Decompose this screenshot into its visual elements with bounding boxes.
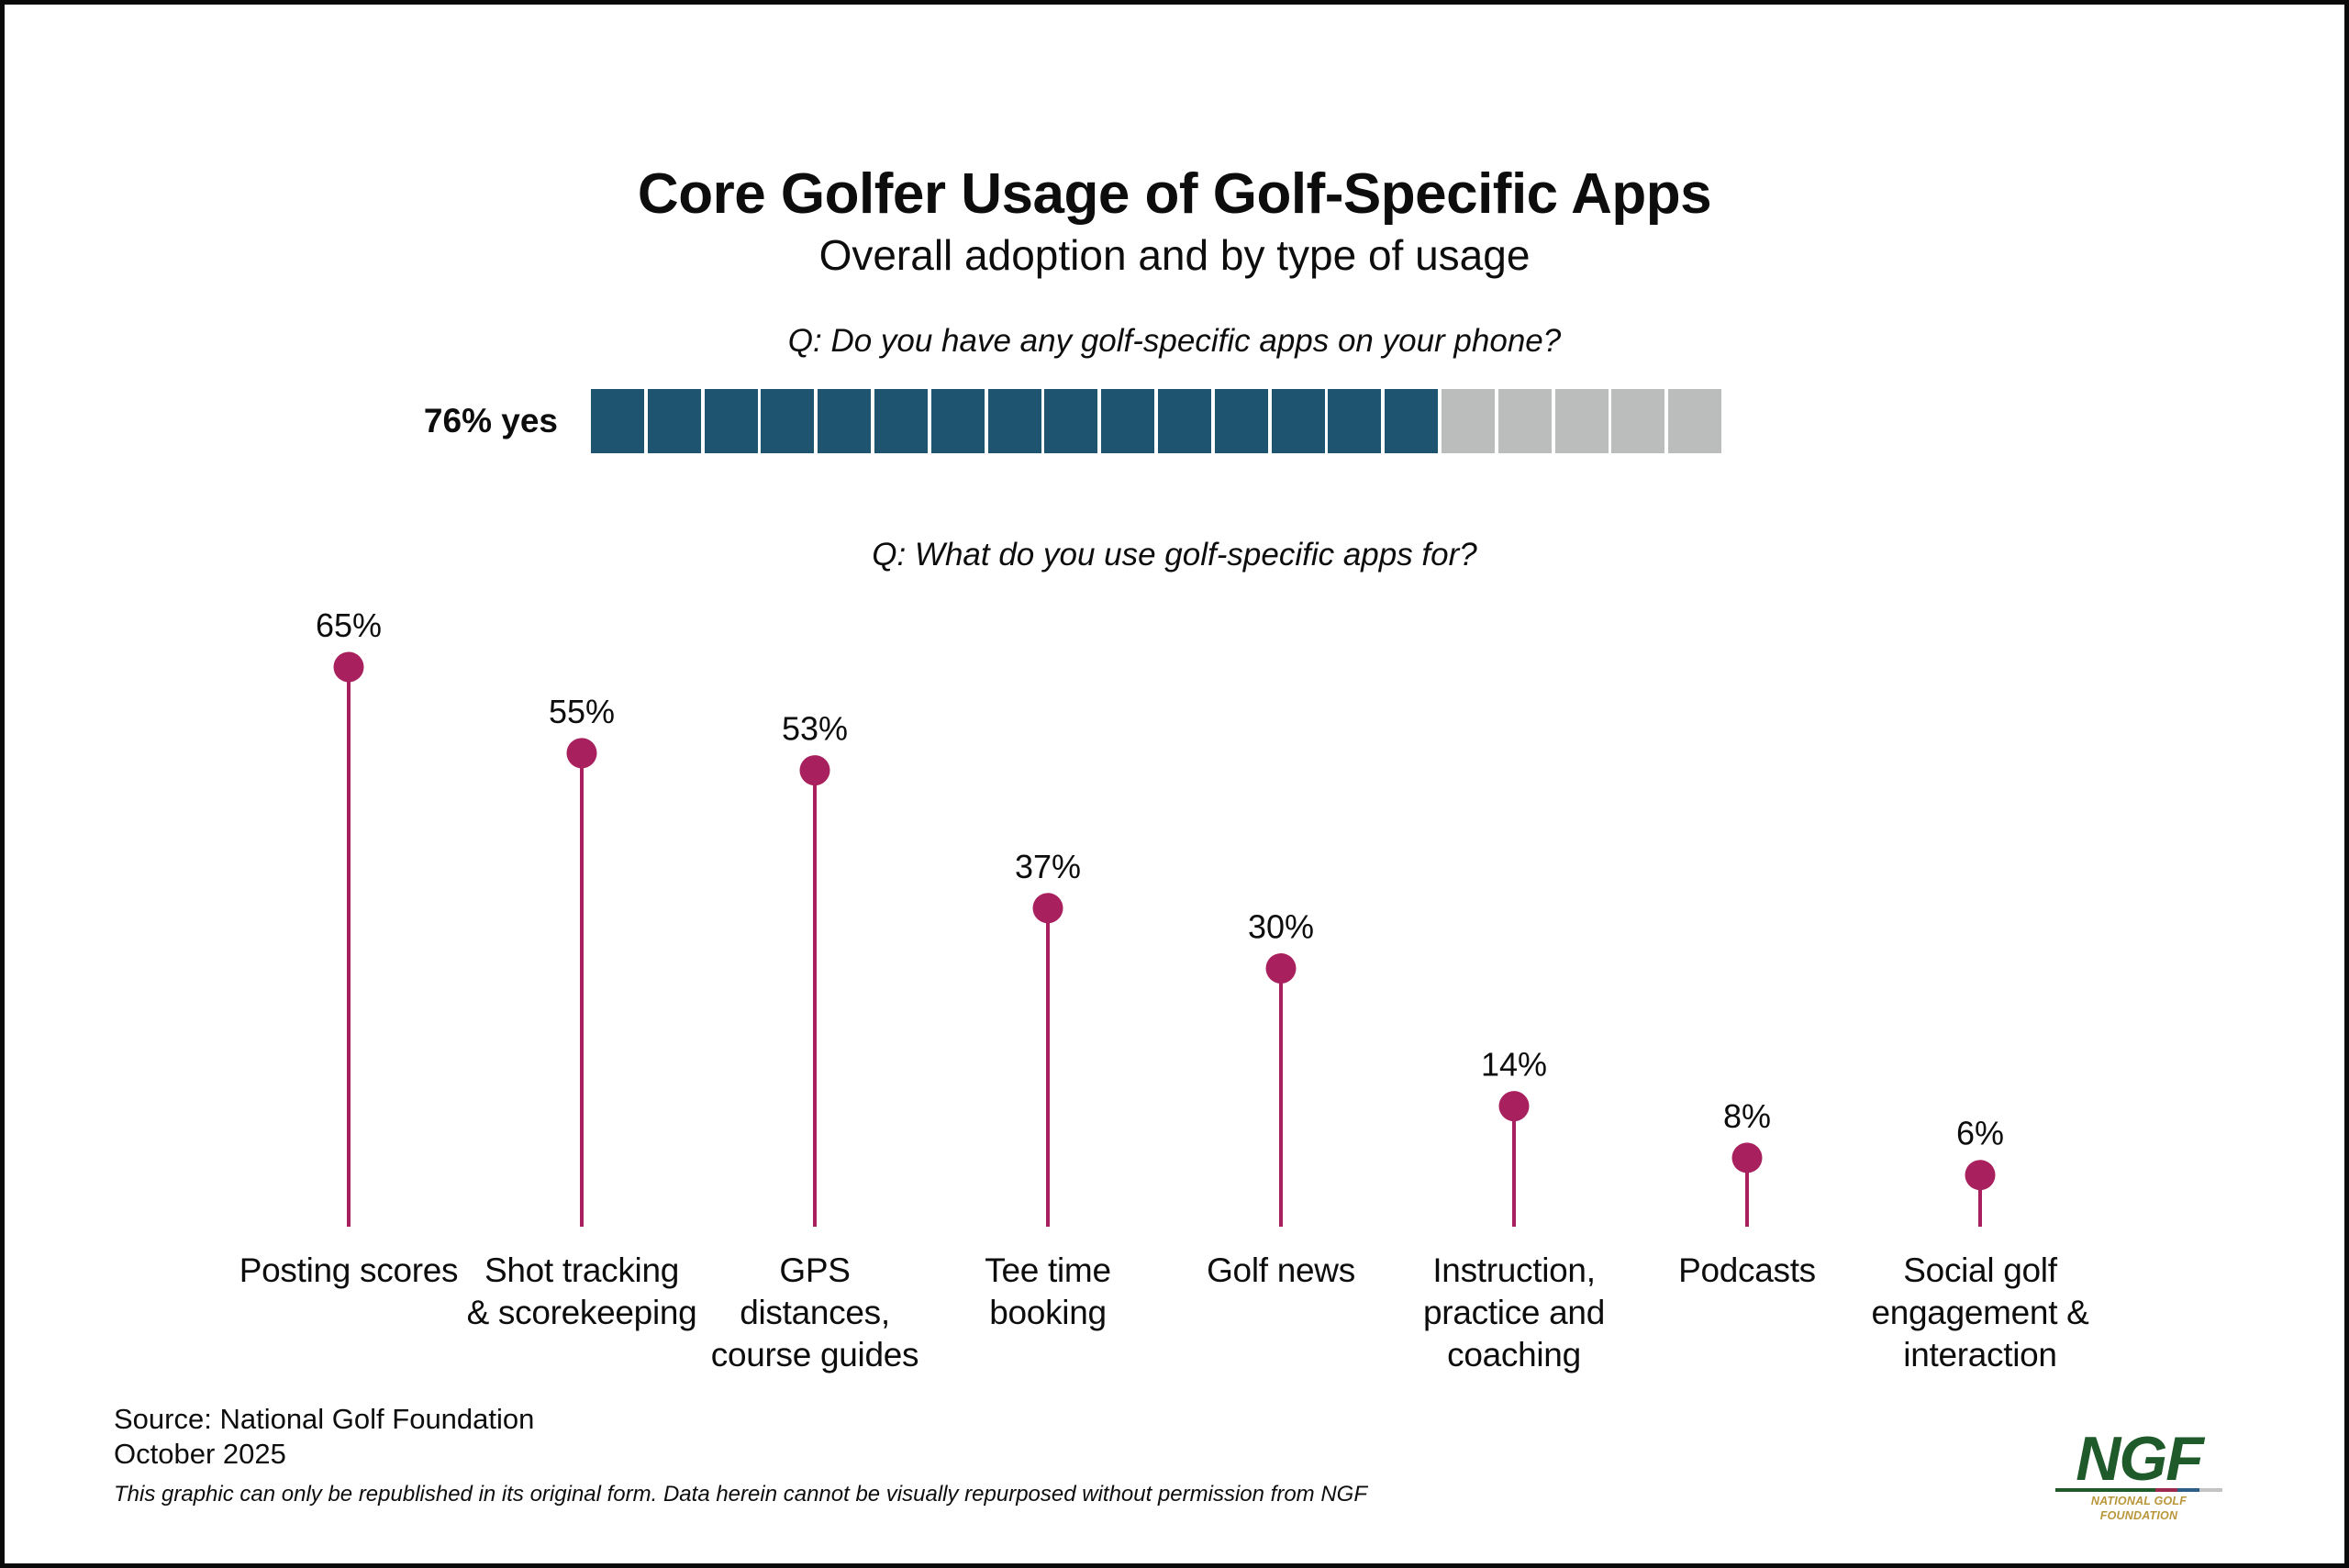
- value-label: 14%: [1481, 1046, 1547, 1084]
- category-label: Social golf engagement & interaction: [1871, 1251, 2089, 1373]
- ngf-logo-mark: NGF: [2076, 1424, 2204, 1494]
- value-label: 6%: [1956, 1115, 2004, 1152]
- waffle-block-filled: [874, 389, 928, 453]
- date-note: October 2025: [114, 1438, 286, 1470]
- waffle-block-empty: [1441, 389, 1495, 453]
- waffle-block-filled: [647, 389, 701, 453]
- ngf-logo-name: NATIONAL GOLF FOUNDATION: [2090, 1495, 2188, 1522]
- disclaimer-note: This graphic can only be republished in …: [114, 1482, 1367, 1507]
- waffle-block-filled: [1044, 389, 1098, 453]
- logo-stripe-segment: [2199, 1488, 2222, 1492]
- logo-stripe-segment: [2155, 1488, 2177, 1492]
- waffle-block-filled: [704, 389, 758, 453]
- lollipop-dot: [333, 651, 364, 683]
- ngf-logo-stripe: [2055, 1488, 2222, 1492]
- waffle-block-empty: [1497, 389, 1552, 453]
- value-label: 30%: [1248, 907, 1314, 945]
- category-label: Posting scores: [239, 1251, 459, 1289]
- logo-stripe-segment: [2055, 1488, 2156, 1492]
- lollipop-dot: [1498, 1091, 1530, 1122]
- logo-stripe-segment: [2176, 1488, 2199, 1492]
- value-label: 8%: [1723, 1097, 1771, 1135]
- waffle-block-filled: [591, 389, 644, 453]
- chart-title: Core Golfer Usage of Golf-Specific Apps: [637, 162, 1712, 226]
- waffle-block-empty: [1611, 389, 1665, 453]
- ngf-logo: NGF NATIONAL GOLF FOUNDATION: [2052, 1424, 2226, 1522]
- lollipop-dot: [566, 738, 597, 769]
- value-label: 37%: [1015, 848, 1081, 885]
- waffle-block-filled: [987, 389, 1041, 453]
- lollipop-dot: [1265, 952, 1297, 984]
- category-label: GPS distances, course guides: [710, 1251, 919, 1373]
- value-label: 53%: [782, 710, 848, 748]
- usage-question: Q: What do you use golf-specific apps fo…: [872, 537, 1477, 573]
- waffle-block-filled: [761, 389, 815, 453]
- category-label: Podcasts: [1678, 1251, 1816, 1289]
- category-label: Instruction, practice and coaching: [1423, 1251, 1605, 1373]
- value-label: 65%: [316, 606, 382, 644]
- waffle-block-filled: [818, 389, 872, 453]
- category-label: Shot tracking & scorekeeping: [466, 1251, 697, 1331]
- adoption-question: Q: Do you have any golf-specific apps on…: [787, 323, 1562, 359]
- waffle-block-filled: [1271, 389, 1325, 453]
- category-label: Tee time booking: [985, 1251, 1111, 1331]
- waffle-block-filled: [1157, 389, 1211, 453]
- waffle-block-empty: [1668, 389, 1722, 453]
- lollipop-dot: [799, 755, 830, 786]
- waffle-block-filled: [1101, 389, 1155, 453]
- value-label: 55%: [549, 693, 615, 730]
- lollipop-dot: [1032, 893, 1063, 924]
- adoption-value-label: 76% yes: [423, 402, 558, 439]
- waffle-block-filled: [930, 389, 985, 453]
- lollipop-dot: [1731, 1142, 1763, 1173]
- waffle-block-filled: [1214, 389, 1268, 453]
- waffle-block-filled: [1385, 389, 1439, 453]
- lollipop-dot: [1965, 1160, 1996, 1191]
- source-note: Source: National Golf Foundation: [114, 1403, 535, 1435]
- adoption-waffle-bar: [591, 389, 1725, 453]
- waffle-block-empty: [1554, 389, 1609, 453]
- waffle-block-filled: [1328, 389, 1382, 453]
- category-label: Golf news: [1207, 1251, 1355, 1289]
- chart-subtitle: Overall adoption and by type of usage: [818, 231, 1531, 279]
